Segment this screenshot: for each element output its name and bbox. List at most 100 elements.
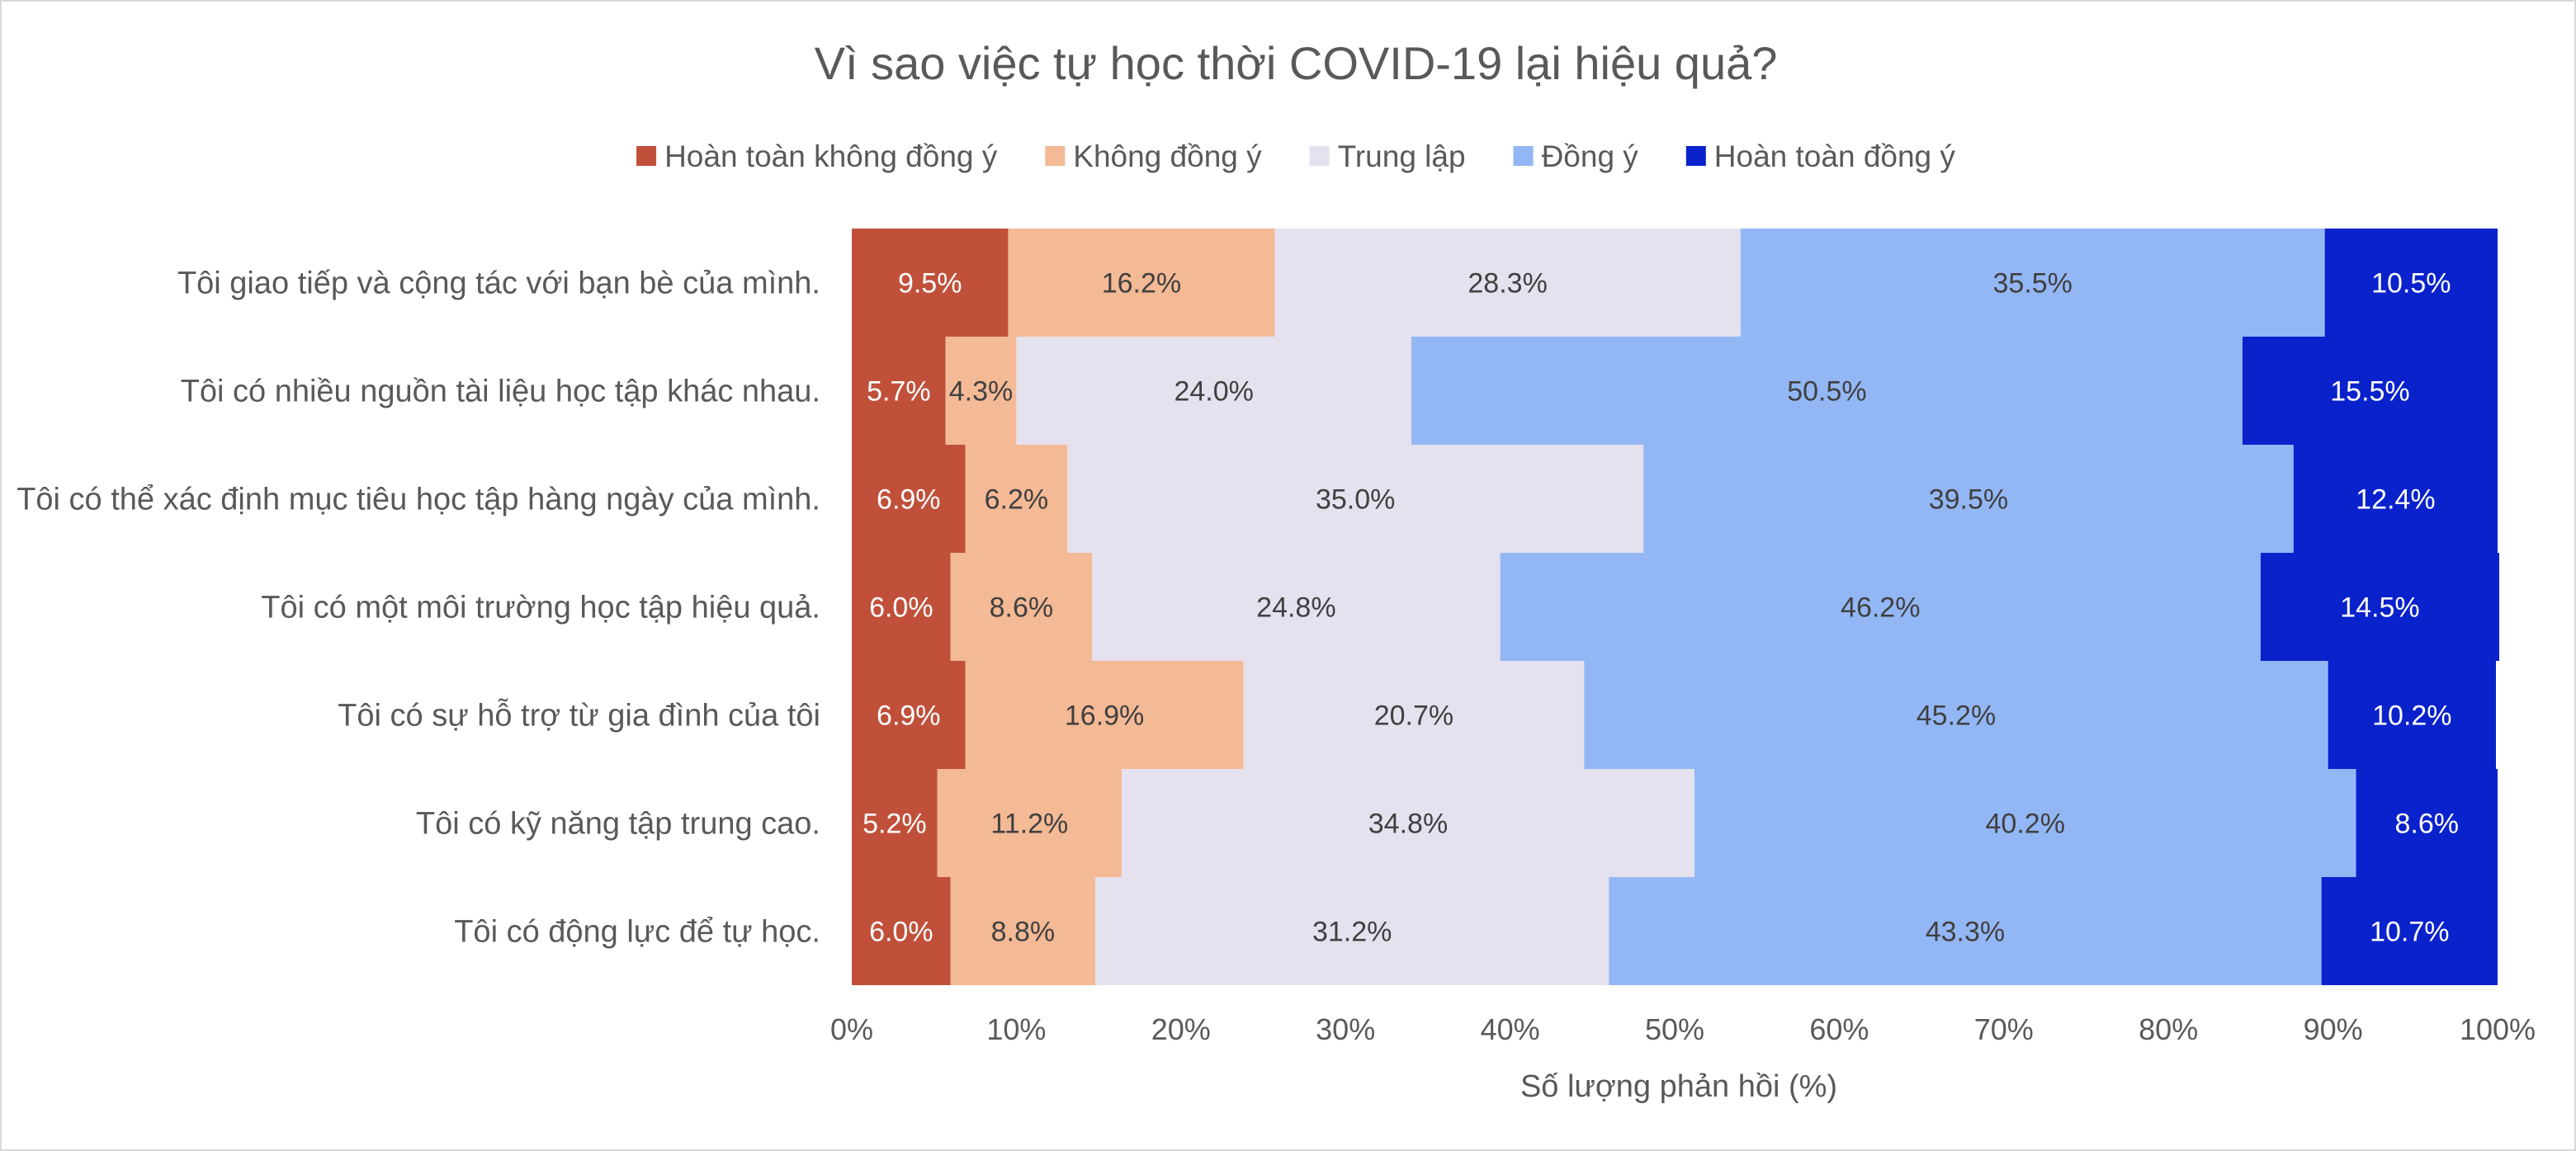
x-tick-label: 40% — [1481, 1012, 1540, 1046]
bar-segment — [1500, 553, 2261, 661]
data-label: 6.0% — [869, 592, 934, 624]
data-label: 35.5% — [1992, 268, 2072, 300]
category-label: Tôi có một môi trường học tập hiệu quả. — [261, 591, 820, 625]
bar-segment — [1609, 877, 2322, 985]
category-label: Tôi có động lực để tự học. — [454, 915, 820, 950]
bar-segment — [852, 877, 951, 985]
data-label: 45.2% — [1917, 701, 1996, 732]
legend-item: Hoàn toàn không đồng ý — [636, 139, 998, 173]
x-axis-title: Số lượng phản hồi (%) — [1520, 1069, 1837, 1104]
legend-item: Hoàn toàn đồng ý — [1685, 139, 1956, 173]
x-tick-label: 90% — [2304, 1012, 2363, 1046]
x-tick-label: 20% — [1151, 1012, 1211, 1046]
x-tick-label: 50% — [1645, 1012, 1704, 1046]
bar-segment — [965, 445, 1068, 553]
y-axis-category-labels: Tôi giao tiếp và cộng tác với bạn bè của… — [17, 267, 820, 950]
data-label: 6.0% — [869, 917, 934, 948]
data-label: 16.2% — [1102, 268, 1181, 300]
data-label: 20.7% — [1374, 701, 1453, 732]
data-label: 28.3% — [1468, 268, 1547, 300]
data-label: 10.5% — [2371, 268, 2451, 300]
bar-segment — [1643, 445, 2294, 553]
bar-segment — [852, 661, 966, 769]
data-label: 5.2% — [863, 809, 927, 840]
bar-segment — [2242, 337, 2498, 445]
bar-segment — [1067, 445, 1644, 553]
legend-item: Không đồng ý — [1045, 139, 1262, 173]
legend-swatch — [1685, 146, 1706, 166]
data-label: 4.3% — [949, 376, 1014, 408]
data-label: 14.5% — [2340, 592, 2419, 624]
bar-segment — [1122, 769, 1694, 877]
category-label: Tôi có sự hỗ trợ từ gia đình của tôi — [338, 698, 820, 734]
x-tick-label: 100% — [2460, 1012, 2536, 1046]
legend: Hoàn toàn không đồng ý Không đồng ý Trung … — [636, 139, 1955, 173]
bar-segment — [1694, 769, 2356, 877]
legend-swatch — [1513, 146, 1534, 166]
data-label: 40.2% — [1986, 809, 2065, 840]
legend-swatch — [1309, 146, 1330, 166]
x-tick-label: 70% — [1974, 1012, 2034, 1046]
data-label: 50.5% — [1787, 376, 1866, 408]
data-label: 8.6% — [2395, 809, 2460, 840]
bar-segment — [2324, 229, 2498, 337]
bar-segment — [950, 877, 1096, 985]
data-label: 46.2% — [1841, 592, 1920, 624]
category-label: Tôi có kỹ năng tập trung cao. — [416, 807, 820, 842]
bar-segment — [852, 229, 1009, 337]
bar-segment — [2328, 661, 2497, 769]
data-label: 12.4% — [2356, 484, 2435, 516]
data-label: 39.5% — [1929, 484, 2008, 516]
bar-segment — [852, 337, 946, 445]
legend-swatch — [636, 146, 657, 166]
data-label: 31.2% — [1312, 917, 1392, 948]
bar-segment — [852, 445, 966, 553]
category-label: Tôi giao tiếp và cộng tác với bạn bè của… — [177, 267, 820, 301]
bar-segment — [1411, 337, 2243, 445]
bar-segment — [2356, 769, 2498, 877]
bar-segment — [852, 553, 951, 661]
bar-segment — [1740, 229, 2325, 337]
data-label: 8.8% — [991, 917, 1056, 948]
x-tick-label: 30% — [1316, 1012, 1375, 1046]
category-label: Tôi có nhiều nguồn tài liệu học tập khác… — [181, 375, 820, 409]
data-label: 5.7% — [867, 376, 931, 408]
legend-swatch — [1045, 146, 1066, 166]
data-label: 6.9% — [877, 484, 941, 516]
bar-segment — [945, 337, 1017, 445]
legend-label: Đồng ý — [1542, 139, 1639, 173]
data-label: 34.8% — [1368, 809, 1448, 840]
data-label: 10.2% — [2372, 701, 2451, 732]
bar-segment — [1584, 661, 2328, 769]
x-axis-tick-labels: 0% 10% 20% 30% 40% 50% 60% 70% 80% 90% 100% — [830, 1012, 2536, 1046]
data-label: 10.7% — [2370, 917, 2449, 948]
legend-label: Hoàn toàn đồng ý — [1714, 139, 1956, 173]
legend-label: Hoàn toàn không đồng ý — [664, 139, 998, 173]
bar-segment — [2293, 445, 2498, 553]
bar-segment — [852, 769, 938, 877]
x-tick-label: 0% — [830, 1012, 873, 1046]
category-label: Tôi có thể xác định mục tiêu học tập hàn… — [17, 483, 820, 517]
data-label: 24.0% — [1174, 376, 1253, 408]
legend-item: Đồng ý — [1513, 139, 1639, 173]
data-label: 6.2% — [985, 484, 1049, 516]
x-tick-label: 60% — [1809, 1012, 1869, 1046]
bar-segment — [1092, 553, 1501, 661]
plot-area: 9.5% 16.2% 28.3% 35.5% 10.5% 5.7% 4.3% 24.0% 50.… — [852, 229, 2499, 985]
bar-segment — [1016, 337, 1411, 445]
bar-segment — [1243, 661, 1585, 769]
bar-segment — [2321, 877, 2498, 985]
data-label: 16.9% — [1065, 701, 1144, 732]
x-tick-label: 10% — [986, 1012, 1046, 1046]
data-label: 35.0% — [1316, 484, 1395, 516]
data-label: 11.2% — [990, 809, 1068, 840]
data-label: 15.5% — [2330, 376, 2409, 408]
data-label: 43.3% — [1926, 917, 2005, 948]
data-label: 6.9% — [877, 701, 941, 732]
legend-label: Không đồng ý — [1073, 139, 1262, 173]
chart-title: Vì sao việc tự học thời COVID-19 lại hiệ… — [815, 37, 1778, 89]
bar-segment — [1095, 877, 1609, 985]
bar-segment — [1008, 229, 1275, 337]
legend-item: Trung lập — [1309, 139, 1466, 173]
